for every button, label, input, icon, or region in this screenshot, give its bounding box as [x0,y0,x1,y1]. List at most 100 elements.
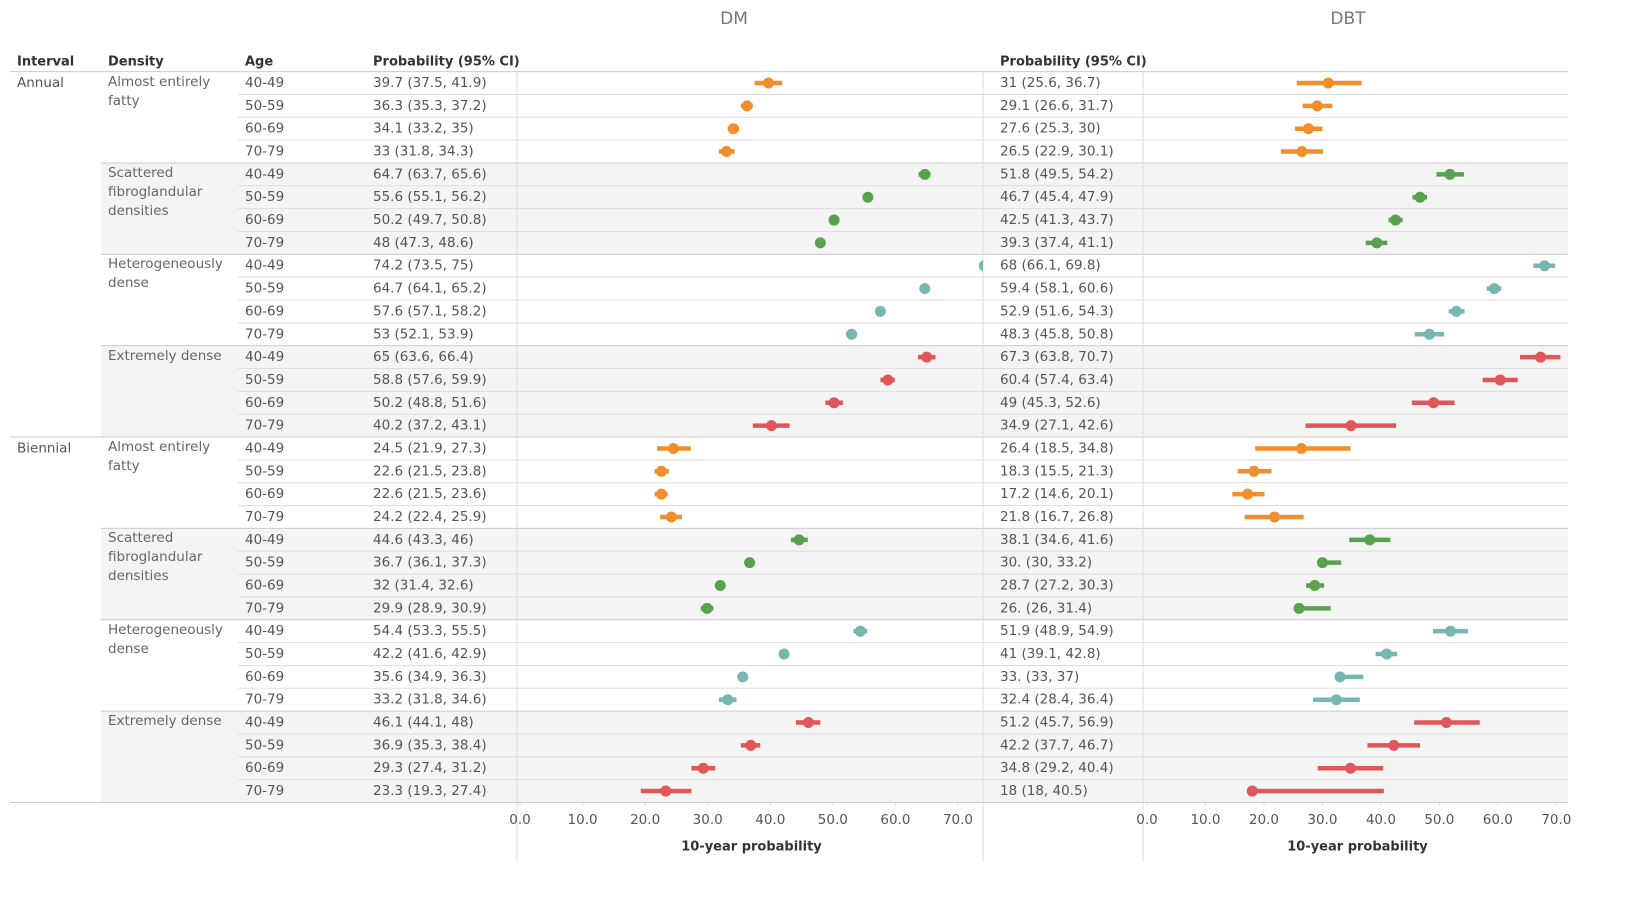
estimate-dot [1311,100,1323,112]
density-cell: Extremely dense [108,347,222,364]
age-label: 50-59 [245,372,284,388]
interval-label: Annual [17,75,64,91]
density-label: Extremely dense [108,347,222,364]
density-cell: Almost entirely fatty [108,74,210,109]
ci-mark [828,214,840,226]
estimate-dot [919,283,931,295]
x-tick-label: 20.0 [630,812,660,828]
ci-mark [795,717,821,729]
ci-mark [978,260,983,272]
ci-mark [1365,237,1388,249]
ci-mark [740,100,753,112]
ci-label: 67.3 (63.8, 70.7) [1000,349,1114,365]
age-label: 70-79 [245,692,284,708]
ci-mark [874,305,886,317]
ci-label: 57.6 (57.1, 58.2) [373,303,487,319]
axis-title: 10-year probability [1287,840,1428,855]
estimate-dot [762,77,774,89]
ci-label: 26. (26, 31.4) [1000,600,1092,616]
ci-mark [778,648,790,660]
ci-label: 27.6 (25.3, 30) [1000,121,1101,137]
ci-label: 23.3 (19.3, 27.4) [373,783,487,799]
ci-mark [1432,625,1469,637]
x-tick-label: 40.0 [755,812,785,828]
age-label: 60-69 [245,212,284,228]
age-label: 60-69 [245,395,284,411]
x-tick-label: 70.0 [943,812,973,828]
density-label: Heterogeneously dense [108,621,223,657]
panel-title: DM [720,9,748,29]
x-tick-label: 60.0 [880,812,910,828]
age-label: 40-49 [245,166,284,182]
estimate-dot [745,739,757,751]
age-label: 40-49 [245,440,284,456]
ci-label: 38.1 (34.6, 41.6) [1000,532,1114,548]
estimate-dot [1371,237,1383,249]
ci-mark [1232,488,1265,500]
column-header: Density [108,55,164,70]
estimate-dot [697,762,709,774]
ci-mark [1520,351,1561,363]
estimate-dot [854,625,866,637]
ci-mark [737,671,749,683]
age-label: 40-49 [245,623,284,639]
ci-mark [1306,580,1325,591]
ci-mark [1388,214,1403,226]
ci-mark [862,191,874,203]
density-label: Scattered fibroglandular densities [108,164,203,219]
estimate-dot [766,420,778,432]
age-label: 50-59 [245,555,284,571]
ci-mark [1414,328,1445,340]
estimate-dot [882,374,894,386]
density-cell: Heterogeneously dense [108,256,223,292]
x-tick-label: 20.0 [1249,812,1279,828]
ci-label: 50.2 (48.8, 51.6) [373,395,487,411]
density-label: Heterogeneously dense [108,256,223,292]
estimate-dot [1302,123,1314,135]
estimate-dot [1539,260,1551,272]
x-tick-label: 0.0 [1136,812,1157,828]
estimate-dot [1330,694,1342,706]
estimate-dot [1390,214,1402,226]
x-tick-label: 10.0 [1190,812,1220,828]
estimate-dot [1334,671,1346,683]
estimate-dot [802,717,814,729]
age-label: 60-69 [245,578,284,594]
ci-mark [1313,694,1360,706]
density-cell: Almost entirely fatty [108,439,210,474]
estimate-dot [874,305,886,317]
ci-label: 29.1 (26.6, 31.7) [1000,98,1114,114]
x-tick-label: 40.0 [1366,812,1396,828]
ci-mark [714,580,726,591]
ci-mark [1302,100,1333,112]
age-label: 40-49 [245,349,284,365]
ci-mark [744,557,756,569]
estimate-dot [1444,625,1456,637]
estimate-dot [1450,305,1462,317]
estimate-dot [1535,351,1547,363]
age-label: 70-79 [245,326,284,342]
ci-mark [1412,191,1428,203]
ci-label: 49 (45.3, 52.6) [1000,395,1101,411]
x-tick-label: 30.0 [1307,812,1337,828]
x-tick-label: 10.0 [568,812,598,828]
estimate-dot [727,123,739,135]
age-label: 60-69 [245,669,284,685]
estimate-dot [1428,397,1440,409]
ci-mark [814,237,826,249]
ci-label: 28.7 (27.2, 30.3) [1000,578,1114,594]
ci-label: 18 (18, 40.5) [1000,783,1088,799]
ci-label: 52.9 (51.6, 54.3) [1000,303,1114,319]
estimate-dot [1423,328,1435,340]
density-cell: Scattered fibroglandular densities [108,164,203,219]
age-label: 70-79 [245,509,284,525]
age-label: 50-59 [245,646,284,662]
ci-mark [1280,146,1324,158]
ci-label: 55.6 (55.1, 56.2) [373,189,487,205]
ci-label: 65 (63.6, 66.4) [373,349,474,365]
estimate-dot [667,442,679,454]
age-label: 70-79 [245,418,284,434]
age-label: 70-79 [245,235,284,251]
ci-mark [919,283,931,295]
